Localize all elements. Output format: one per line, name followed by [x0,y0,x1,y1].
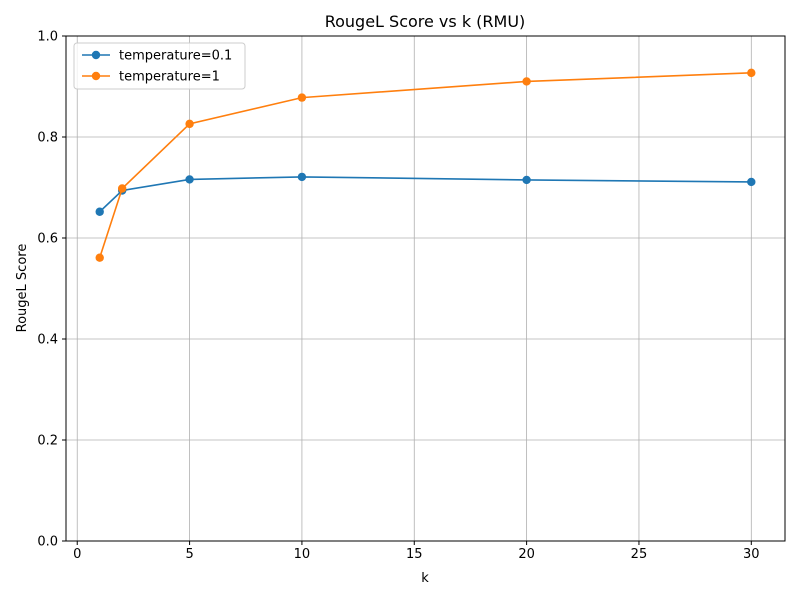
y-tick-label: 1.0 [37,30,58,45]
plot-frame [65,35,786,542]
legend-label: temperature=1 [119,70,220,85]
series-2 [95,68,756,262]
y-tick-label: 0.0 [37,535,58,550]
x-tick-label: 30 [743,547,760,562]
data-point [117,184,127,193]
data-point [185,119,194,129]
legend-box [73,42,246,90]
data-point [185,175,194,184]
x-tick-label: 15 [406,547,423,562]
x-axis-label: k [421,571,429,586]
legend-entry: temperature=0.1 [82,49,232,64]
data-point [297,93,307,102]
x-tick-label: 5 [185,547,193,562]
y-tick-label: 0.6 [37,232,58,247]
series-line [99,176,752,213]
data-point [747,68,756,78]
legend-entry: temperature=1 [82,70,220,85]
series-layer [95,68,756,262]
legend-marker [91,71,101,81]
y-tick-label: 0.8 [37,131,58,146]
axis-ticks: 0 5 10 15 20 25 30 0.0 0.2 0.4 0.6 0.8 1.0 [37,30,759,563]
data-point [522,77,531,86]
x-tick-label: 25 [631,547,648,562]
y-tick-label: 0.4 [37,333,58,348]
series-line [98,72,752,258]
data-point [522,175,531,185]
data-point [297,172,307,182]
y-axis-label: RougeL Score [15,244,30,333]
data-point [747,177,756,187]
legend: temperature=0.1 temperature=1 [73,42,246,90]
x-tick-label: 10 [294,547,311,562]
x-tick-label: 20 [518,547,535,562]
legend-marker [91,50,101,60]
data-point [95,207,104,216]
legend-label: temperature=0.1 [119,49,232,64]
data-point [95,253,104,262]
series-1 [95,172,756,216]
chart-title: RougeL Score vs k (RMU) [325,12,526,31]
x-tick-label: 0 [73,547,81,562]
y-tick-label: 0.2 [37,434,58,449]
